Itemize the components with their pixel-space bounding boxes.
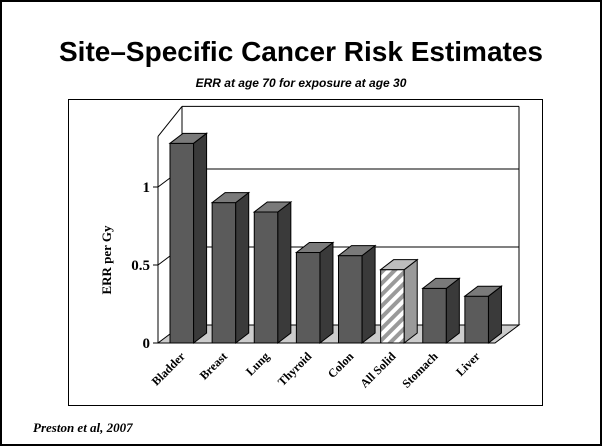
category-label: Liver <box>453 349 483 379</box>
bar <box>379 258 419 345</box>
axes <box>153 106 183 344</box>
bar-front <box>380 269 405 344</box>
bar-top <box>168 132 209 144</box>
bar-side <box>445 277 460 345</box>
bar-front <box>169 142 195 344</box>
y-axis-top-edge <box>157 106 183 137</box>
bar-top <box>463 285 503 297</box>
bar-side <box>403 258 418 345</box>
bar-chart: 0 0.5 1 Bladder Breast Lung Thyroid Colon All So… <box>99 105 521 391</box>
bar <box>210 191 251 345</box>
bar <box>294 241 335 345</box>
bar-front <box>253 211 279 344</box>
slide-subtitle: ERR at age 70 for exposure at age 30 <box>195 76 407 90</box>
bars <box>168 132 503 345</box>
category-label: All Solid <box>357 349 398 390</box>
bar-top <box>294 242 335 254</box>
bar-top <box>421 277 461 289</box>
y-tick-label: 1 <box>143 180 151 196</box>
bar-front <box>295 252 321 344</box>
y-axis-label: ERR per Gy <box>99 225 114 295</box>
bar-top <box>252 201 293 213</box>
y-tick-label: 0.5 <box>131 258 150 274</box>
chart-area: 0 0.5 1 Bladder Breast Lung Thyroid Colon All So… <box>68 99 543 406</box>
y-tick-label: 0 <box>143 336 151 352</box>
bar-side <box>193 132 208 345</box>
bar-top <box>210 192 251 204</box>
bar <box>252 200 293 345</box>
bar-front <box>464 295 489 344</box>
slide-title: Site–Specific Cancer Risk Estimates <box>58 36 543 67</box>
category-label: Stomach <box>399 349 441 391</box>
bar-front <box>338 255 363 344</box>
category-label: Breast <box>197 349 230 382</box>
category-label: Colon <box>325 349 357 381</box>
category-label: Lung <box>243 349 272 378</box>
category-label: Thyroid <box>275 349 315 389</box>
citation-credit: Preston et al, 2007 <box>33 420 133 435</box>
bar-front <box>422 287 447 344</box>
bar-front <box>211 202 237 344</box>
category-label: Bladder <box>149 349 189 389</box>
bar-top <box>379 259 419 271</box>
bar-side <box>361 244 376 345</box>
bar-top <box>337 245 377 257</box>
bar <box>168 132 209 345</box>
bar-side <box>235 191 250 345</box>
bar <box>421 277 461 345</box>
bar-side <box>319 241 334 345</box>
bar <box>337 244 377 345</box>
bar-side <box>277 200 292 345</box>
bar <box>463 285 503 345</box>
